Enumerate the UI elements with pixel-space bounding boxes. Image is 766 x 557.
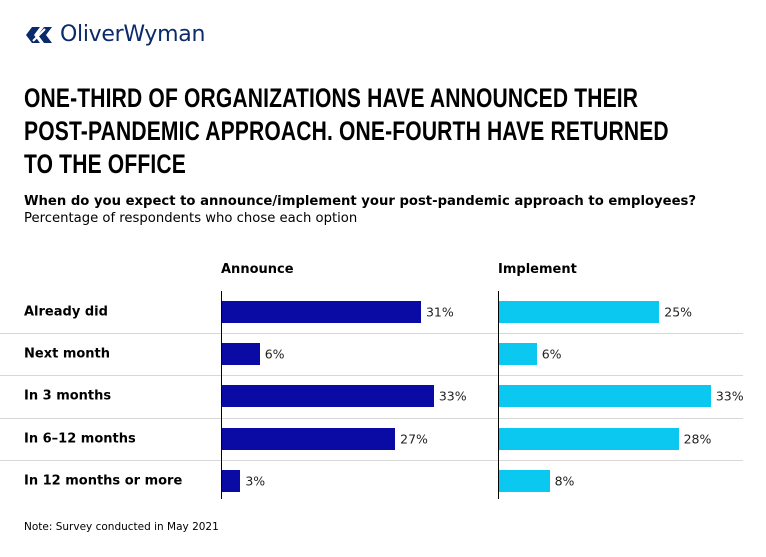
implement-value-label: 28% bbox=[683, 431, 712, 447]
announce-value-label: 33% bbox=[438, 388, 467, 404]
announce-value-label: 31% bbox=[425, 304, 454, 320]
implement-value-label: 6% bbox=[541, 346, 562, 362]
announce-bar bbox=[221, 385, 434, 407]
announce-value-label: 27% bbox=[400, 431, 428, 447]
series-header-implement: Implement bbox=[498, 262, 577, 277]
implement-bar bbox=[498, 428, 679, 450]
announce-bar bbox=[221, 428, 396, 450]
implement-value-label: 25% bbox=[664, 304, 693, 320]
category-label: Already did bbox=[24, 304, 108, 320]
category-label: In 12 months or more bbox=[24, 473, 183, 489]
announce-bar bbox=[221, 343, 260, 365]
brand-logo: OliverWyman bbox=[24, 22, 205, 47]
row-separator bbox=[0, 418, 743, 419]
implement-bar bbox=[498, 385, 711, 407]
announce-bar bbox=[221, 301, 421, 323]
row-separator bbox=[0, 460, 743, 461]
headline-line: POST-PANDEMIC APPROACH. ONE-FOURTH HAVE … bbox=[24, 116, 669, 146]
announce-bar bbox=[221, 470, 241, 492]
footnote: Note: Survey conducted in May 2021 bbox=[24, 521, 219, 533]
implement-bar bbox=[498, 301, 660, 323]
implement-bar bbox=[498, 470, 550, 492]
row-separator bbox=[0, 333, 743, 334]
brand-name: OliverWyman bbox=[60, 22, 206, 47]
announce-value-label: 3% bbox=[245, 473, 266, 489]
chart-subtitle: Percentage of respondents who chose each… bbox=[24, 211, 358, 226]
implement-value-label: 33% bbox=[715, 388, 744, 404]
survey-question: When do you expect to announce/implement… bbox=[24, 194, 697, 209]
implement-bar bbox=[498, 343, 537, 365]
category-label: Next month bbox=[24, 346, 111, 362]
headline: ONE-THIRD OF ORGANIZATIONS HAVE ANNOUNCE… bbox=[24, 82, 726, 181]
oliver-wyman-logo-icon bbox=[26, 26, 52, 43]
category-label: In 6–12 months bbox=[24, 431, 136, 447]
headline-line: ONE-THIRD OF ORGANIZATIONS HAVE ANNOUNCE… bbox=[24, 83, 639, 113]
implement-value-label: 8% bbox=[554, 473, 575, 489]
headline-line: TO THE OFFICE bbox=[24, 149, 186, 179]
announce-axis bbox=[221, 291, 222, 499]
row-separator bbox=[0, 375, 743, 376]
category-label: In 3 months bbox=[24, 388, 112, 404]
announce-value-label: 6% bbox=[264, 346, 285, 362]
series-header-announce: Announce bbox=[221, 262, 294, 277]
implement-axis bbox=[498, 291, 499, 499]
